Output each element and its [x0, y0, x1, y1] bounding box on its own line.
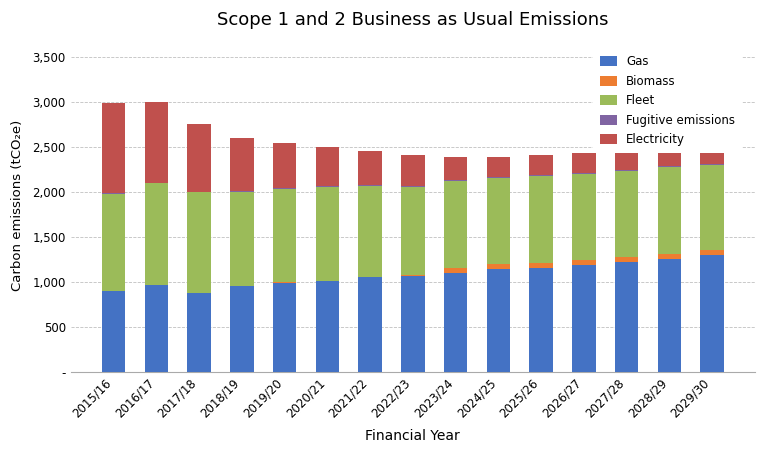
Bar: [358, 185, 381, 186]
Bar: [444, 181, 467, 268]
Bar: [615, 150, 638, 170]
Bar: [401, 187, 424, 275]
Bar: [529, 262, 553, 267]
Bar: [700, 250, 724, 255]
Bar: [187, 124, 211, 192]
Bar: [700, 163, 724, 164]
Bar: [529, 176, 553, 262]
Bar: [316, 147, 339, 186]
Bar: [187, 293, 211, 372]
Bar: [230, 191, 254, 192]
Legend: Gas, Biomass, Fleet, Fugitive emissions, Electricity: Gas, Biomass, Fleet, Fugitive emissions,…: [593, 48, 742, 153]
Bar: [486, 157, 510, 177]
Bar: [102, 194, 126, 291]
Bar: [358, 277, 381, 372]
Bar: [273, 143, 296, 188]
Bar: [401, 186, 424, 187]
Bar: [657, 259, 681, 372]
Bar: [187, 192, 211, 293]
Title: Scope 1 and 2 Business as Usual Emissions: Scope 1 and 2 Business as Usual Emission…: [217, 11, 608, 29]
Bar: [486, 269, 510, 372]
Y-axis label: Carbon emissions (tCO₂e): Carbon emissions (tCO₂e): [11, 120, 24, 291]
Bar: [700, 164, 724, 250]
Bar: [486, 178, 510, 264]
Bar: [615, 171, 638, 257]
Bar: [102, 291, 126, 372]
Bar: [145, 285, 168, 372]
Bar: [444, 268, 467, 273]
Bar: [444, 180, 467, 181]
Bar: [572, 260, 595, 265]
Bar: [230, 286, 254, 372]
Bar: [358, 186, 381, 277]
Bar: [273, 189, 296, 282]
Bar: [273, 188, 296, 189]
Bar: [529, 267, 553, 372]
Bar: [316, 281, 339, 372]
Bar: [486, 177, 510, 178]
Bar: [657, 254, 681, 259]
Bar: [444, 273, 467, 372]
Bar: [572, 265, 595, 372]
X-axis label: Financial Year: Financial Year: [365, 429, 460, 443]
Bar: [444, 157, 467, 180]
Bar: [102, 104, 126, 193]
Bar: [615, 257, 638, 262]
Bar: [401, 155, 424, 186]
Bar: [145, 183, 168, 285]
Bar: [358, 151, 381, 185]
Bar: [145, 102, 168, 183]
Bar: [657, 147, 681, 166]
Bar: [700, 145, 724, 163]
Bar: [316, 187, 339, 281]
Bar: [572, 153, 595, 173]
Bar: [230, 138, 254, 191]
Bar: [316, 186, 339, 187]
Bar: [615, 170, 638, 171]
Bar: [230, 192, 254, 286]
Bar: [700, 255, 724, 372]
Bar: [529, 175, 553, 176]
Bar: [657, 166, 681, 167]
Bar: [657, 167, 681, 254]
Bar: [615, 262, 638, 372]
Bar: [572, 173, 595, 260]
Bar: [401, 276, 424, 372]
Bar: [486, 264, 510, 269]
Bar: [273, 283, 296, 372]
Bar: [529, 155, 553, 175]
